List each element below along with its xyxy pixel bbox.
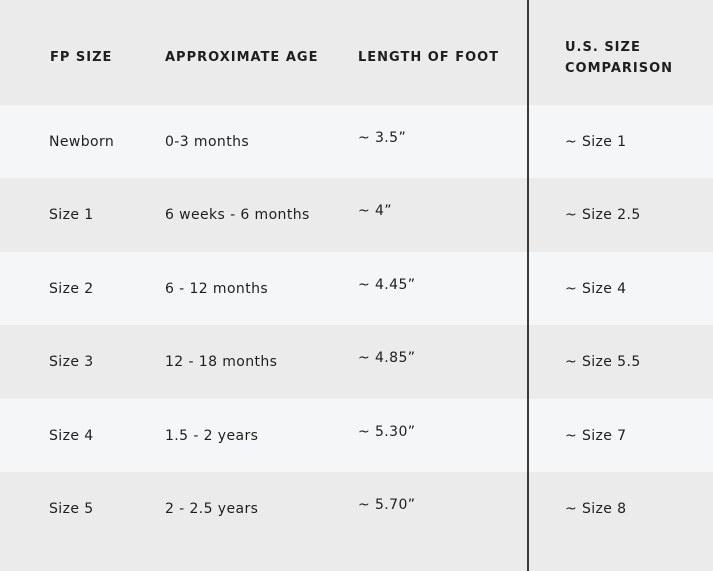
- fp-size-cell: Size 4: [49, 428, 94, 444]
- fp-size-cell: Size 2: [49, 281, 94, 297]
- us-size-cell: ~ Size 8: [565, 501, 627, 517]
- fp-size-cell: Size 3: [49, 354, 94, 370]
- length-cell: ~ 4.85”: [358, 350, 416, 366]
- age-cell: 12 - 18 months: [165, 354, 278, 370]
- age-cell: 6 weeks - 6 months: [165, 207, 310, 223]
- table-row: Size 4 1.5 - 2 years ~ 5.30” ~ Size 7: [0, 399, 713, 472]
- table-row: Size 3 12 - 18 months ~ 4.85” ~ Size 5.5: [0, 325, 713, 399]
- table-row: Size 1 6 weeks - 6 months ~ 4” ~ Size 2.5: [0, 178, 713, 252]
- header-approximate-age: APPROXIMATE AGE: [165, 50, 319, 65]
- header-fp-size: FP SIZE: [50, 50, 113, 65]
- us-size-cell: ~ Size 5.5: [565, 354, 641, 370]
- length-cell: ~ 3.5”: [358, 130, 407, 146]
- header-length-of-foot: LENGTH OF FOOT: [358, 50, 500, 65]
- age-cell: 0-3 months: [165, 134, 250, 150]
- table-row: Newborn 0-3 months ~ 3.5” ~ Size 1: [0, 105, 713, 178]
- header-us-size: U.S. SIZE: [565, 40, 641, 55]
- table-row: Size 5 2 - 2.5 years ~ 5.70” ~ Size 8: [0, 472, 713, 571]
- length-cell: ~ 5.30”: [358, 424, 416, 440]
- length-cell: ~ 5.70”: [358, 497, 416, 513]
- length-cell: ~ 4.45”: [358, 277, 416, 293]
- us-size-cell: ~ Size 1: [565, 134, 627, 150]
- us-size-cell: ~ Size 7: [565, 428, 627, 444]
- table-row: Size 2 6 - 12 months ~ 4.45” ~ Size 4: [0, 252, 713, 325]
- table-header: FP SIZE APPROXIMATE AGE LENGTH OF FOOT U…: [0, 0, 713, 105]
- length-cell: ~ 4”: [358, 203, 392, 219]
- age-cell: 6 - 12 months: [165, 281, 269, 297]
- age-cell: 2 - 2.5 years: [165, 501, 259, 517]
- us-size-cell: ~ Size 2.5: [565, 207, 641, 223]
- us-size-cell: ~ Size 4: [565, 281, 627, 297]
- fp-size-cell: Size 1: [49, 207, 94, 223]
- column-divider: [527, 0, 529, 571]
- fp-size-cell: Newborn: [49, 134, 115, 150]
- header-comparison: COMPARISON: [565, 61, 674, 76]
- fp-size-cell: Size 5: [49, 501, 94, 517]
- age-cell: 1.5 - 2 years: [165, 428, 259, 444]
